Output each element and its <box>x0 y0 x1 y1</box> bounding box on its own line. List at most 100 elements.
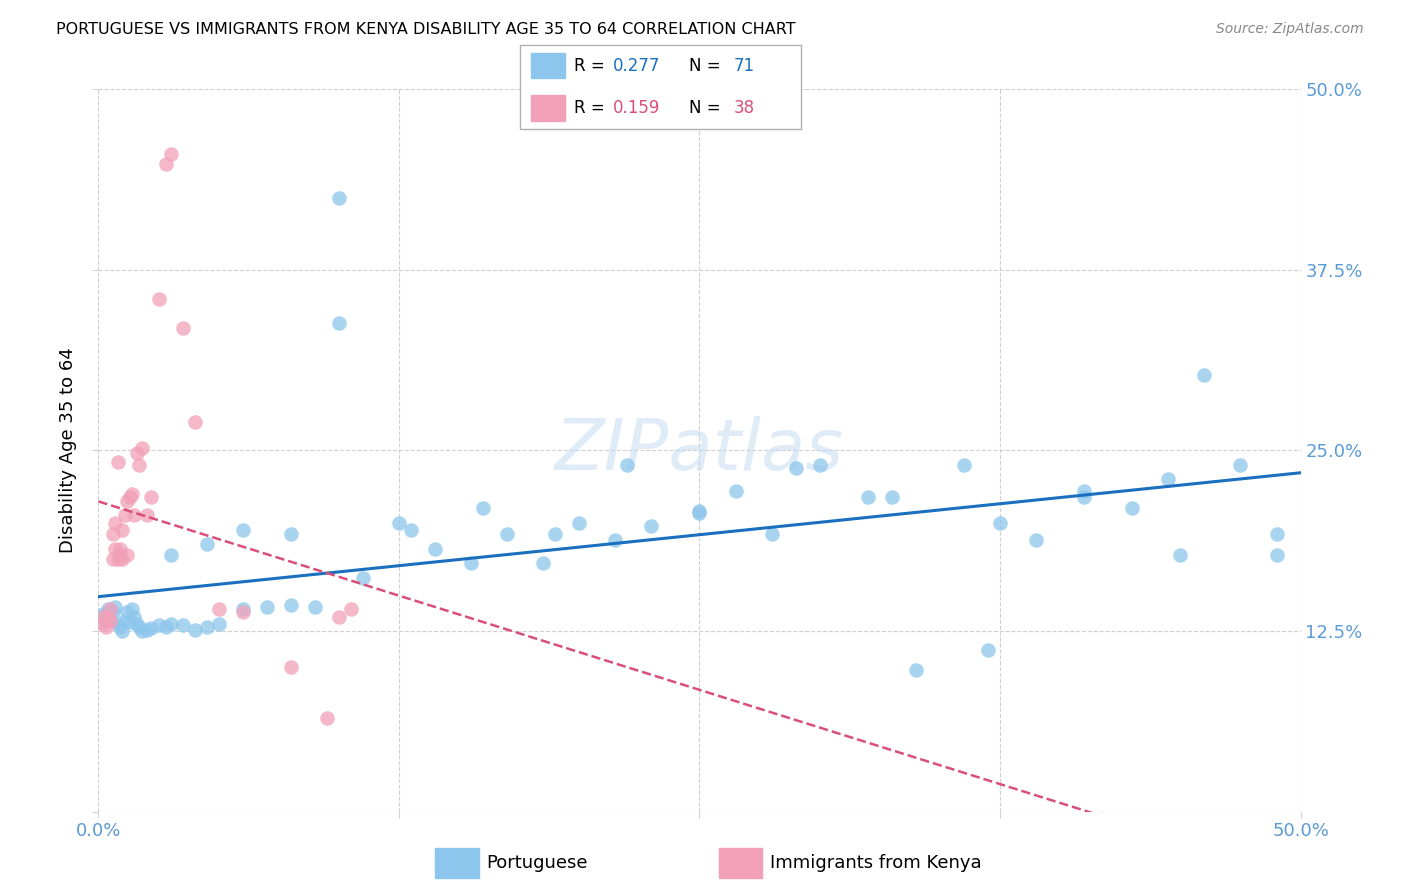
Point <box>544 527 567 541</box>
Point <box>117 494 139 508</box>
Point <box>616 458 638 472</box>
Point <box>101 605 124 619</box>
Point <box>107 616 129 631</box>
Point <box>1025 533 1047 547</box>
Point <box>108 541 131 556</box>
Point <box>531 556 554 570</box>
Text: Portuguese: Portuguese <box>486 854 588 872</box>
Point <box>100 602 122 616</box>
Point <box>135 508 157 523</box>
Point <box>135 623 157 637</box>
Point <box>94 620 117 634</box>
Point <box>155 620 177 634</box>
Point <box>1265 548 1288 562</box>
Point <box>101 527 124 541</box>
Point <box>104 516 127 530</box>
Text: N =: N = <box>689 99 725 117</box>
Point <box>208 602 231 616</box>
Text: N =: N = <box>689 57 725 75</box>
Point <box>724 483 747 498</box>
Point <box>399 523 422 537</box>
Point <box>472 501 495 516</box>
Point <box>125 446 148 460</box>
Point <box>280 527 302 541</box>
Point <box>117 605 139 619</box>
Text: ZIPatlas: ZIPatlas <box>555 416 844 485</box>
Point <box>195 537 218 551</box>
Point <box>880 490 903 504</box>
Point <box>128 458 150 472</box>
Text: 0.159: 0.159 <box>613 99 661 117</box>
Point <box>121 602 143 616</box>
Point <box>232 602 254 616</box>
Point <box>172 320 194 334</box>
Point <box>1121 501 1143 516</box>
Point <box>91 616 114 631</box>
Point <box>232 523 254 537</box>
Point <box>183 623 205 637</box>
Point <box>114 614 136 628</box>
Point <box>117 548 139 562</box>
Point <box>640 518 662 533</box>
Point <box>111 523 134 537</box>
Point <box>904 663 927 677</box>
Point <box>108 620 131 634</box>
Point <box>118 615 141 630</box>
Point <box>94 613 117 627</box>
Point <box>159 147 181 161</box>
Point <box>159 616 181 631</box>
Text: R =: R = <box>574 99 610 117</box>
Point <box>232 605 254 619</box>
Point <box>104 599 127 614</box>
Bar <box>718 848 762 878</box>
Point <box>1073 490 1095 504</box>
Point <box>155 157 177 171</box>
Point <box>808 458 831 472</box>
Text: Immigrants from Kenya: Immigrants from Kenya <box>770 854 981 872</box>
Point <box>148 618 170 632</box>
Point <box>496 527 519 541</box>
Point <box>689 504 711 518</box>
Point <box>977 643 1000 657</box>
Point <box>121 487 143 501</box>
Point <box>1194 368 1216 383</box>
Point <box>1170 548 1192 562</box>
Point <box>131 624 153 639</box>
Point <box>953 458 976 472</box>
Point <box>124 609 146 624</box>
Point <box>97 609 120 624</box>
Point <box>159 548 181 562</box>
Point <box>91 609 114 624</box>
Point <box>128 620 150 634</box>
Y-axis label: Disability Age 35 to 64: Disability Age 35 to 64 <box>59 348 77 553</box>
Point <box>328 316 350 330</box>
Point <box>91 607 114 621</box>
Text: R =: R = <box>574 57 610 75</box>
Point <box>101 551 124 566</box>
Point <box>107 455 129 469</box>
Point <box>125 616 148 631</box>
Point <box>107 551 129 566</box>
Point <box>328 609 350 624</box>
Point <box>785 460 807 475</box>
Point <box>1157 472 1180 486</box>
Bar <box>531 54 565 78</box>
Text: 71: 71 <box>734 57 755 75</box>
Point <box>315 711 337 725</box>
Point <box>761 527 783 541</box>
Point <box>1265 527 1288 541</box>
Text: 0.277: 0.277 <box>613 57 661 75</box>
Point <box>124 508 146 523</box>
Point <box>104 541 127 556</box>
Point <box>114 508 136 523</box>
Point <box>689 506 711 520</box>
Point <box>108 548 131 562</box>
Text: PORTUGUESE VS IMMIGRANTS FROM KENYA DISABILITY AGE 35 TO 64 CORRELATION CHART: PORTUGUESE VS IMMIGRANTS FROM KENYA DISA… <box>56 22 796 37</box>
Point <box>388 516 411 530</box>
Point <box>118 490 141 504</box>
Point <box>328 191 350 205</box>
Point <box>172 618 194 632</box>
Point <box>304 599 326 614</box>
Point <box>256 599 278 614</box>
Point <box>1073 483 1095 498</box>
